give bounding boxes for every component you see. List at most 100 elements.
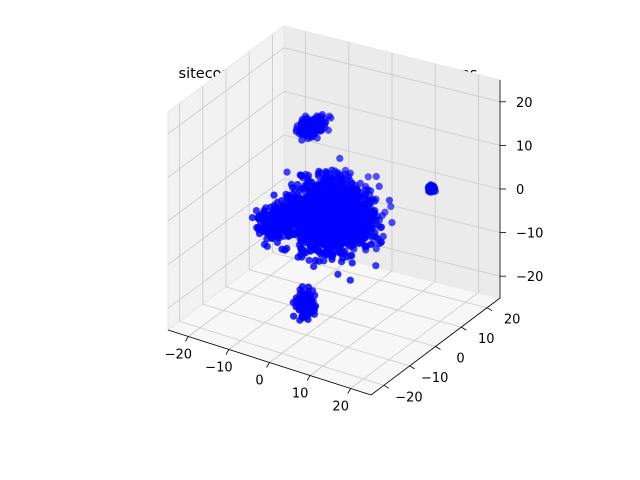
scatter-point [300,211,308,219]
scatter-point [388,219,396,227]
scatter-point [371,220,379,228]
scatter-point [346,183,354,191]
scatter-point [307,308,315,316]
x-tick-mark [266,362,270,368]
scatter-point [327,181,335,189]
scatter-point [346,176,354,184]
grid-y-floor [225,286,436,347]
scatter-point [311,187,319,195]
scatter-point [346,276,354,284]
scatter-point [375,182,383,190]
scatter-point [334,175,342,183]
scatter-point [294,181,302,189]
scatter-point [276,221,284,229]
scatter-point [364,173,372,181]
scatter-point [339,194,347,202]
scatter-point [308,199,316,207]
y-tick-mark [383,384,390,389]
scatter-point [341,248,349,256]
scatter-point [339,201,347,210]
scatter-point [347,192,355,200]
scatter-point [372,262,380,270]
scatter-point [328,166,336,174]
scatter-point [310,262,318,270]
scatter-point [329,250,337,258]
grid-z-back [283,47,501,103]
scatter-point [334,243,342,251]
scatter-point [361,242,369,250]
scatter-point [285,218,293,226]
scatter-point [346,207,354,215]
scatter-point [283,244,291,252]
scatter-point [258,210,266,218]
x-tick-mark [225,349,230,355]
scatter-point [332,190,340,198]
z-tick-label: −10 [516,227,543,242]
scatter-point [298,136,306,144]
y-tick-mark [409,365,415,370]
scatter-point [341,166,349,174]
scatter-point [299,174,307,182]
scatter-point [309,219,317,227]
y-tick-mark [461,326,467,331]
y-tick-mark [486,307,493,312]
z-tick-label: 20 [516,96,533,111]
scatter-point [252,207,260,215]
scatter-point [283,194,291,202]
scatter-point [428,185,437,193]
scatter-point [319,240,327,248]
scatter-point [356,221,364,229]
scatter-point [334,270,342,278]
scatter-point [365,220,373,229]
grid-z-left [167,47,285,135]
scatter-point [303,178,311,186]
scatter-point [374,213,382,221]
scatter-point [344,241,352,250]
y-tick-label: −20 [395,390,422,405]
scatter-point [323,251,331,259]
scatter-point [295,304,303,312]
scatter-point [372,172,380,181]
scatter-point [294,224,302,232]
scatter-point [371,197,379,205]
scatter-point [347,230,355,238]
scatter-point [275,234,283,242]
scatter-point [368,240,376,248]
grid-z-left [167,91,285,178]
scatter-point [283,168,291,176]
x-tick-label: 0 [255,374,263,389]
scatter-point [260,226,268,235]
grid-y-floor [249,269,462,328]
scatter-point [364,186,372,194]
scatter-point [336,154,344,162]
scatter-point [300,129,308,137]
scatter-point [305,256,313,264]
scatter-point [352,206,360,214]
scatter-point [305,226,313,234]
scatter-point [306,299,314,307]
scatter-point [302,313,310,321]
scatter-point [270,221,278,229]
scatter-point [312,243,320,251]
scatter-point [314,170,322,178]
scatter-point [297,119,305,128]
scatter-point [348,252,356,260]
scatter-point [385,196,393,204]
scatter-point [304,115,312,123]
x-tick-label: 10 [292,387,309,402]
scatter-point [290,312,298,320]
scatter-point [340,234,348,242]
scatter-point [316,116,324,124]
scatter-point [310,235,318,243]
scatter-point [273,228,281,236]
scatter-point [377,224,385,232]
z-tick-label: 0 [516,183,524,198]
scatter-point [336,181,344,189]
scatter-point [292,195,300,203]
scatter-point [287,180,295,189]
grid-y-floor [179,321,385,386]
x-tick-mark [184,336,189,342]
scatter-point [304,135,312,143]
scatter-point [262,204,270,212]
scatter-point [324,126,332,134]
